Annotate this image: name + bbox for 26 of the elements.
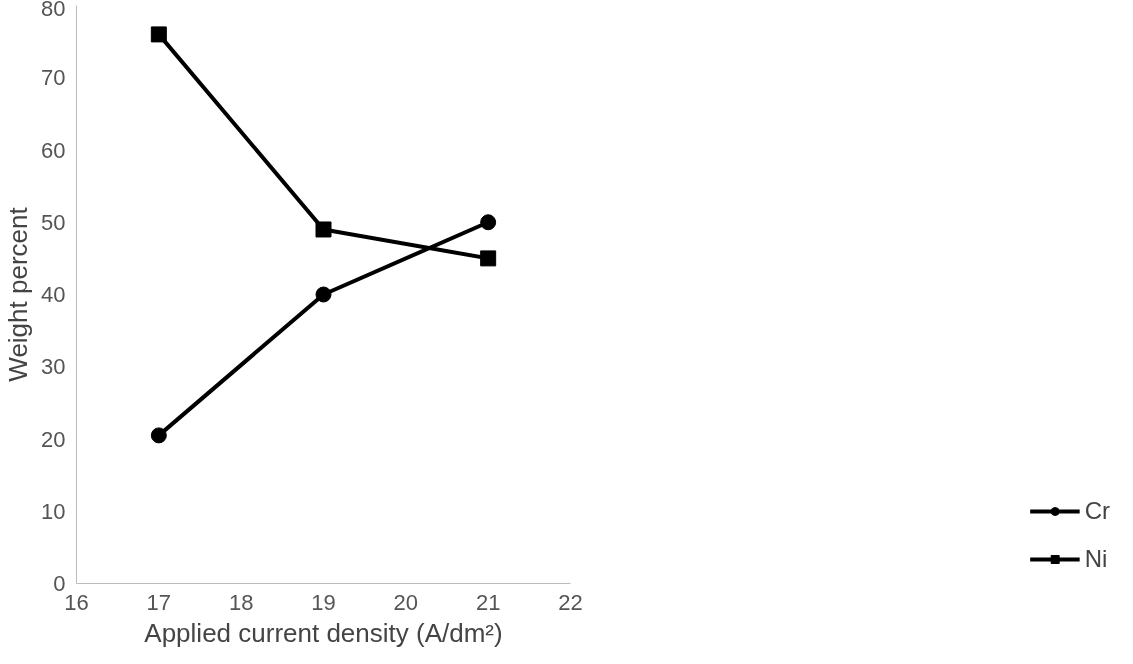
x-tick-label: 17	[146, 589, 172, 615]
point	[150, 26, 167, 43]
point	[315, 286, 332, 303]
x-axis-title: Applied current density (A/dm²)	[144, 617, 503, 648]
legend-label: Ni	[1084, 545, 1108, 573]
y-tick-label: 50	[41, 209, 66, 235]
point	[480, 214, 497, 231]
y-tick-label: 70	[41, 65, 66, 91]
x-tick-label: 22	[558, 589, 583, 615]
x-tick-label: 16	[64, 589, 89, 615]
y-tick-label: 80	[41, 0, 66, 21]
y-tick-label: 60	[41, 137, 66, 163]
y-axis-title: Weight percent	[3, 206, 34, 382]
point	[150, 427, 167, 444]
y-tick-label: 20	[41, 426, 66, 452]
y-tick-label: 10	[41, 498, 66, 524]
y-tick-label: 40	[41, 282, 66, 307]
x-tick-label: 19	[311, 589, 336, 615]
point	[315, 221, 332, 238]
y-tick-label: 30	[41, 354, 66, 380]
point	[480, 250, 497, 267]
x-tick-label: 21	[475, 589, 501, 615]
legend-label: Cr	[1084, 497, 1110, 525]
x-tick-label: 20	[393, 589, 419, 615]
y-tick-label: 0	[53, 571, 66, 596]
x-tick-label: 18	[228, 589, 254, 615]
